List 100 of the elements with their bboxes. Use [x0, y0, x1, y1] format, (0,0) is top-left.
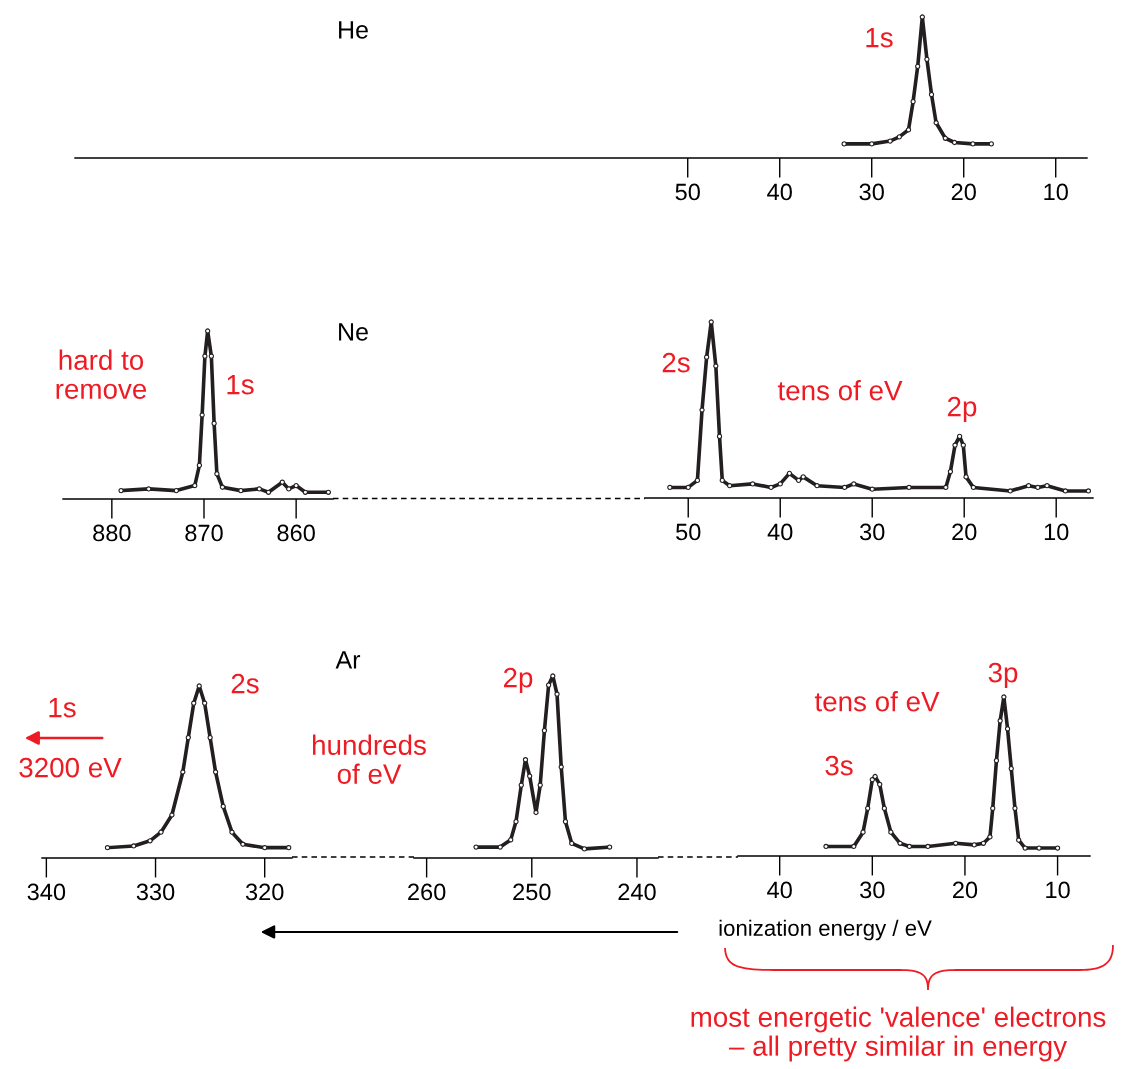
annotation: 1s [866, 28, 893, 48]
point [541, 727, 548, 734]
point [180, 769, 186, 775]
annotation: tens of eV [777, 380, 903, 401]
point [205, 328, 211, 334]
text: 3p [988, 662, 1018, 688]
point [558, 764, 564, 770]
text: Ne [339, 323, 368, 341]
point [749, 481, 756, 487]
point [924, 56, 930, 62]
x-tick-label: 30 [860, 881, 885, 899]
annotation: 3200 eV [19, 757, 122, 778]
point [513, 818, 519, 825]
annotation: 2p [947, 396, 977, 422]
x-tick-label: 40 [767, 183, 792, 201]
point [581, 846, 588, 852]
point [970, 141, 976, 147]
x-tick-label: 20 [953, 881, 978, 899]
point [716, 433, 723, 440]
point [963, 474, 969, 480]
point [906, 843, 913, 850]
annotation: 1s [49, 698, 76, 718]
point [1012, 805, 1018, 811]
point [147, 838, 153, 844]
point [191, 700, 197, 706]
point [118, 487, 124, 494]
point [943, 484, 949, 491]
x-tick-label: 250 [513, 883, 551, 901]
point [1008, 765, 1014, 772]
x-tick-label: 30 [859, 523, 885, 541]
point [518, 782, 524, 788]
point [185, 734, 191, 741]
point [708, 319, 714, 325]
point [928, 91, 935, 98]
point [1085, 488, 1092, 494]
x-tick-label: 240 [618, 883, 656, 901]
annotation: 2p [503, 667, 533, 693]
x-tick-label: 340 [27, 883, 66, 901]
point [286, 486, 292, 492]
x-tick-label: 860 [277, 524, 315, 542]
point [293, 482, 299, 489]
point [286, 845, 292, 851]
point [906, 484, 912, 491]
point [896, 134, 902, 140]
point [146, 486, 152, 492]
point [522, 757, 529, 763]
point [800, 474, 806, 480]
point [786, 470, 793, 476]
point [569, 840, 575, 847]
x-tick-label: 20 [952, 523, 977, 541]
point [1016, 837, 1022, 843]
point [869, 141, 875, 147]
annotation: 2s [662, 352, 690, 373]
point [719, 477, 725, 484]
point [207, 734, 213, 741]
point [473, 844, 479, 850]
point [841, 141, 847, 147]
text: most energetic 'valence' electrons – all pretty similar in energy [691, 1006, 1106, 1062]
point [851, 481, 857, 487]
annotation: 3s [825, 755, 853, 776]
point [550, 673, 556, 679]
point [302, 489, 308, 495]
point [508, 837, 514, 843]
chart-title: He [339, 21, 368, 39]
point [256, 486, 262, 492]
point [212, 769, 219, 775]
x-tick-label: 40 [767, 523, 793, 541]
point [851, 843, 857, 850]
point [1054, 845, 1061, 851]
x-tick-label: 260 [408, 883, 446, 901]
point [726, 483, 733, 489]
point [699, 407, 705, 413]
point [865, 805, 871, 811]
point [562, 818, 569, 825]
x-tick-label: 870 [185, 524, 223, 542]
annotation: hard to remove [56, 349, 147, 399]
point [980, 840, 987, 846]
point [196, 683, 202, 689]
point [238, 487, 244, 494]
point [970, 484, 977, 491]
point [208, 353, 214, 359]
point [545, 682, 552, 688]
point [1044, 483, 1050, 489]
point [869, 486, 875, 492]
point [325, 489, 332, 495]
point [951, 139, 958, 146]
point [915, 63, 921, 69]
point [131, 843, 137, 849]
point [987, 834, 993, 840]
point [1035, 484, 1041, 491]
point [1004, 726, 1011, 732]
point [214, 471, 220, 477]
point [888, 829, 894, 835]
point [988, 141, 994, 147]
point [877, 781, 883, 788]
point [685, 484, 691, 491]
point [795, 477, 802, 484]
point [173, 487, 179, 494]
point [942, 135, 948, 141]
point [841, 484, 848, 491]
